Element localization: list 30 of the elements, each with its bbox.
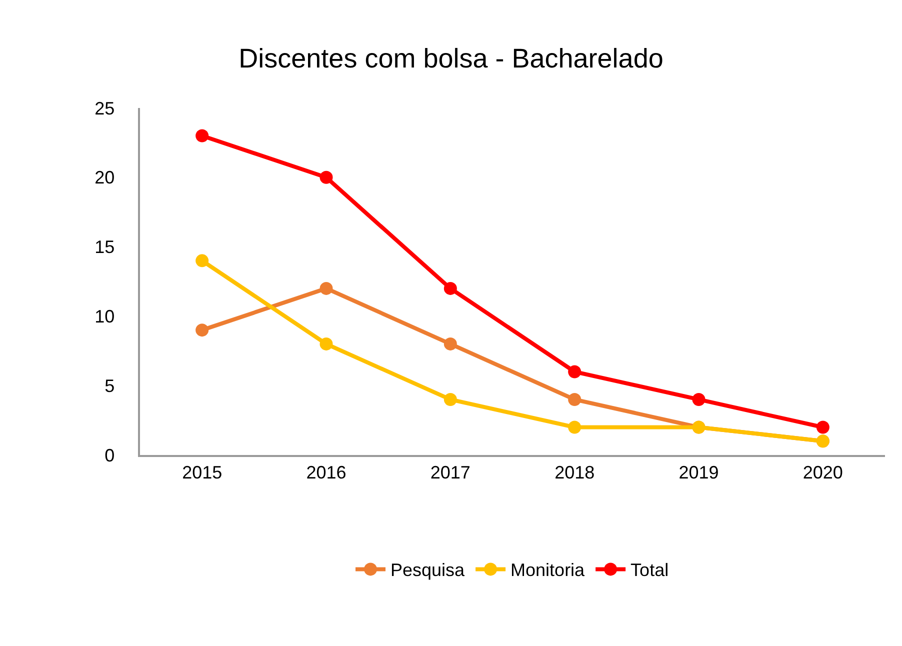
point	[816, 420, 830, 434]
point	[444, 337, 457, 350]
legend-label: Pesquisa	[390, 560, 466, 580]
point	[320, 337, 333, 350]
x-tick-label: 2017	[430, 462, 470, 482]
point	[196, 254, 209, 268]
y-tick-label: 15	[94, 237, 115, 258]
point	[444, 392, 457, 406]
chart-title: Discentes com bolsa - Bacharelado	[238, 44, 664, 74]
legend-label: Total	[630, 560, 669, 580]
point	[568, 365, 582, 378]
y-tick-label: 0	[104, 445, 115, 466]
y-tick-label: 5	[104, 376, 115, 396]
x-tick-label: 2018	[554, 462, 595, 482]
point	[444, 282, 457, 295]
point	[568, 392, 582, 406]
x-tick-label: 2020	[802, 462, 843, 482]
point	[568, 420, 582, 434]
x-tick-label: 2015	[182, 462, 222, 482]
legend-label: Monitoria	[510, 560, 586, 580]
y-tick-label: 20	[94, 168, 115, 188]
point	[196, 129, 209, 142]
x-tick-label: 2019	[678, 462, 719, 482]
y-tick-label: 25	[94, 98, 115, 118]
x-tick-label: 2016	[306, 462, 346, 482]
point	[320, 170, 333, 184]
point	[692, 392, 706, 406]
point	[320, 282, 333, 295]
point	[196, 324, 209, 337]
y-tick-label: 10	[94, 306, 115, 326]
